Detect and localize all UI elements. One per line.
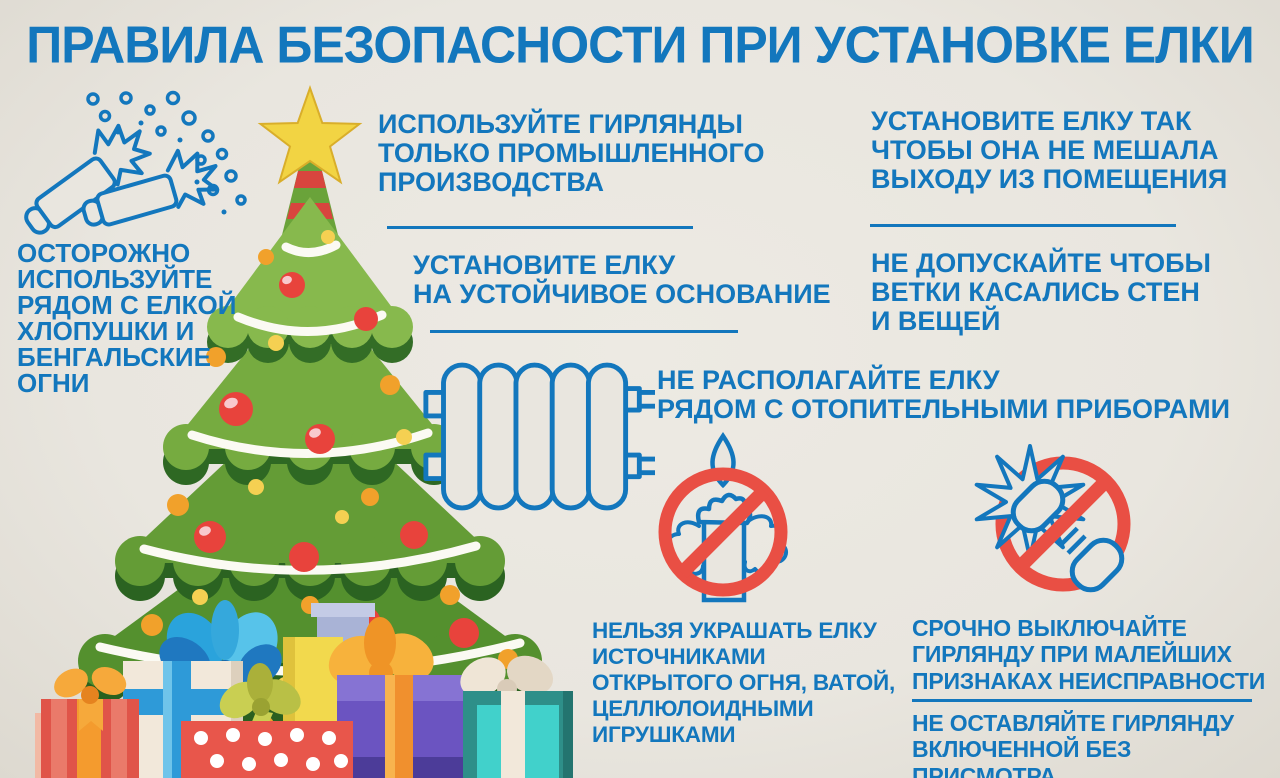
- gift-box-teal: [463, 691, 573, 778]
- prohibition-circle: [995, 456, 1131, 592]
- tree-star: [257, 85, 363, 185]
- exit-warning-text: УСТАНОВИТЕ ЕЛКУ ТАК ЧТОБЫ ОНА НЕ МЕШАЛА …: [871, 106, 1228, 194]
- prohibition-slash: [1014, 475, 1112, 573]
- divider: [387, 226, 693, 229]
- divider: [912, 699, 1252, 702]
- unattended-garland-warning-text: НЕ ОСТАВЛЯЙТЕ ГИРЛЯНДУ ВКЛЮЧЕННОЙ БЕЗ ПР…: [912, 710, 1234, 778]
- page-title: ПРАВИЛА БЕЗОПАСНОСТИ ПРИ УСТАНОВКЕ ЕЛКИ: [26, 15, 1254, 75]
- heater-warning-text: НЕ РАСПОЛАГАЙТЕ ЕЛКУ РЯДОМ С ОТОПИТЕЛЬНЫ…: [657, 365, 1231, 424]
- gift-box-red: [41, 666, 139, 778]
- open-flame-warning-text: НЕЛЬЗЯ УКРАШАТЬ ЕЛКУ ИСТОЧНИКАМИ ОТКРЫТО…: [592, 618, 896, 747]
- party-poppers-icon: [24, 90, 247, 235]
- confetti-dots: [86, 90, 247, 206]
- gift-box-purple: [337, 675, 465, 778]
- confetti-small-dots: [115, 120, 227, 215]
- radiator-icon: [423, 362, 655, 511]
- party-popper-icon: [81, 148, 220, 227]
- no-candle-icon: [658, 432, 789, 603]
- divider: [870, 224, 1176, 227]
- garland-origin-warning-text: ИСПОЛЬЗУЙТЕ ГИРЛЯНДЫ ТОЛЬКО ПРОМЫШЛЕННОГ…: [378, 109, 765, 197]
- divider: [430, 330, 738, 333]
- faulty-garland-warning-text: СРОЧНО ВЫКЛЮЧАЙТЕ ГИРЛЯНДУ ПРИ МАЛЕЙШИХ …: [912, 615, 1266, 694]
- tree-tier: [207, 197, 413, 348]
- gift-box-polka: [181, 721, 353, 778]
- poppers-warning-text: ОСТОРОЖНО ИСПОЛЬЗУЙТЕ РЯДОМ С ЕЛКОЙ ХЛОП…: [17, 238, 237, 398]
- stable-base-warning-text: УСТАНОВИТЕ ЕЛКУ НА УСТОЙЧИВОЕ ОСНОВАНИЕ: [413, 250, 831, 309]
- gift-boxes-illustration: [35, 600, 573, 778]
- no-garland-icon: [974, 444, 1131, 593]
- prohibition-sign: [658, 467, 788, 597]
- walls-warning-text: НЕ ДОПУСКАЙТЕ ЧТОБЫ ВЕТКИ КАСАЛИСЬ СТЕН …: [871, 248, 1211, 336]
